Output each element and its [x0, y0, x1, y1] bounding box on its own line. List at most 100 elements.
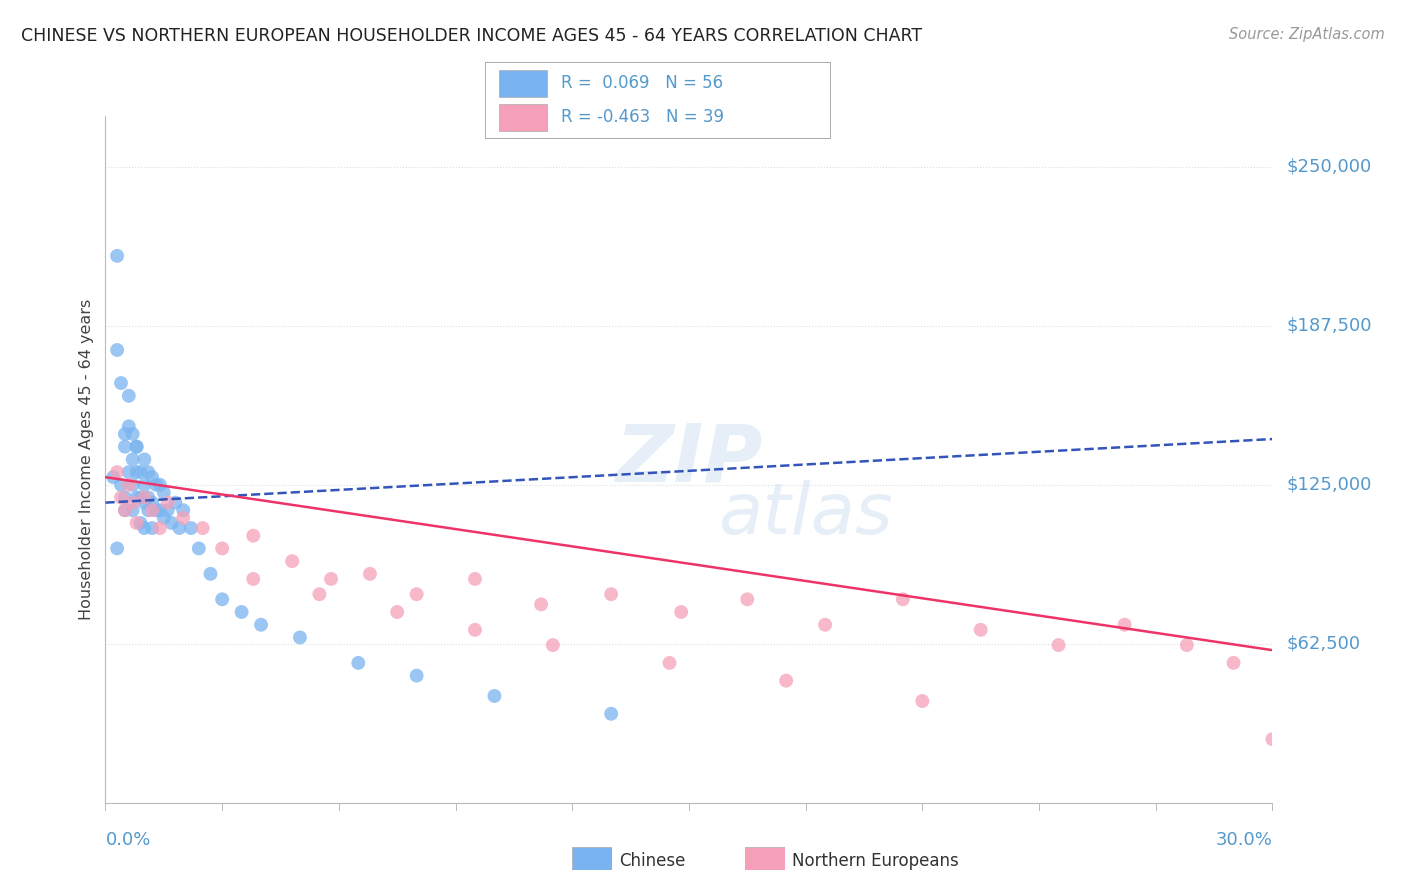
Point [484, 689, 506, 703]
Point [129, 465, 152, 479]
Text: $250,000: $250,000 [1286, 158, 1372, 176]
Text: CHINESE VS NORTHERN EUROPEAN HOUSEHOLDER INCOME AGES 45 - 64 YEARS CORRELATION C: CHINESE VS NORTHERN EUROPEAN HOUSEHOLDER… [21, 27, 922, 45]
Bar [499, 104, 547, 130]
Point [200, 566, 222, 581]
Point [152, 485, 174, 500]
Point [141, 503, 163, 517]
Bar [499, 70, 547, 96]
Point [242, 529, 264, 543]
Point [160, 516, 183, 530]
Point [231, 605, 253, 619]
Point [288, 631, 311, 645]
Point [187, 541, 209, 556]
Point [165, 495, 187, 509]
Point [118, 478, 141, 492]
Point [134, 521, 156, 535]
Point [911, 694, 934, 708]
Point [1222, 656, 1244, 670]
Point [129, 516, 152, 530]
Point [136, 465, 159, 479]
Point [105, 465, 128, 479]
Point [600, 706, 623, 721]
Point [105, 541, 128, 556]
Point [281, 554, 304, 568]
Point [121, 503, 143, 517]
Point [114, 491, 136, 505]
Point [1047, 638, 1070, 652]
Point [180, 521, 202, 535]
Point [134, 495, 156, 509]
Point [172, 511, 194, 525]
Text: $125,000: $125,000 [1286, 475, 1372, 494]
Point [464, 623, 486, 637]
Text: Source: ZipAtlas.com: Source: ZipAtlas.com [1229, 27, 1385, 42]
Point [1114, 617, 1136, 632]
Point [134, 491, 156, 505]
Point [121, 426, 143, 441]
Point [775, 673, 797, 688]
Point [145, 503, 167, 517]
Point [121, 452, 143, 467]
Point [141, 470, 163, 484]
Point [129, 491, 152, 505]
Point [114, 426, 136, 441]
Text: Northern Europeans: Northern Europeans [792, 852, 959, 870]
Point [172, 503, 194, 517]
Text: atlas: atlas [718, 480, 893, 549]
Point [156, 495, 179, 509]
Point [121, 478, 143, 492]
Point [405, 587, 427, 601]
Point [385, 605, 408, 619]
Point [103, 470, 125, 484]
Point [136, 503, 159, 517]
Point [134, 452, 156, 467]
Point [152, 511, 174, 525]
Point [105, 249, 128, 263]
Point [737, 592, 759, 607]
Point [141, 521, 163, 535]
Point [125, 440, 148, 454]
Text: 30.0%: 30.0% [1216, 830, 1272, 848]
Point [891, 592, 914, 607]
Point [250, 617, 273, 632]
Point [359, 566, 381, 581]
Point [149, 503, 172, 517]
Text: ZIP: ZIP [616, 420, 762, 499]
Point [242, 572, 264, 586]
Point [145, 478, 167, 492]
Point [125, 440, 148, 454]
Point [141, 495, 163, 509]
Point [169, 521, 191, 535]
Point [110, 478, 132, 492]
Text: $187,500: $187,500 [1286, 317, 1372, 334]
Point [530, 598, 553, 612]
Point [114, 440, 136, 454]
Point [125, 465, 148, 479]
Point [156, 503, 179, 517]
Point [191, 521, 214, 535]
Point [105, 343, 128, 357]
Point [118, 465, 141, 479]
Text: $62,500: $62,500 [1286, 635, 1361, 653]
Point [121, 495, 143, 509]
Point [110, 376, 132, 390]
Point [600, 587, 623, 601]
Point [1261, 732, 1284, 747]
Point [149, 521, 172, 535]
Point [1175, 638, 1198, 652]
Point [464, 572, 486, 586]
Point [134, 478, 156, 492]
Point [541, 638, 564, 652]
Point [669, 605, 692, 619]
Point [114, 503, 136, 517]
Point [125, 491, 148, 505]
Point [814, 617, 837, 632]
Point [118, 389, 141, 403]
Point [405, 668, 427, 682]
Point [319, 572, 342, 586]
Text: R = -0.463   N = 39: R = -0.463 N = 39 [561, 108, 724, 126]
Point [136, 491, 159, 505]
Point [114, 503, 136, 517]
Point [308, 587, 330, 601]
Point [211, 541, 233, 556]
